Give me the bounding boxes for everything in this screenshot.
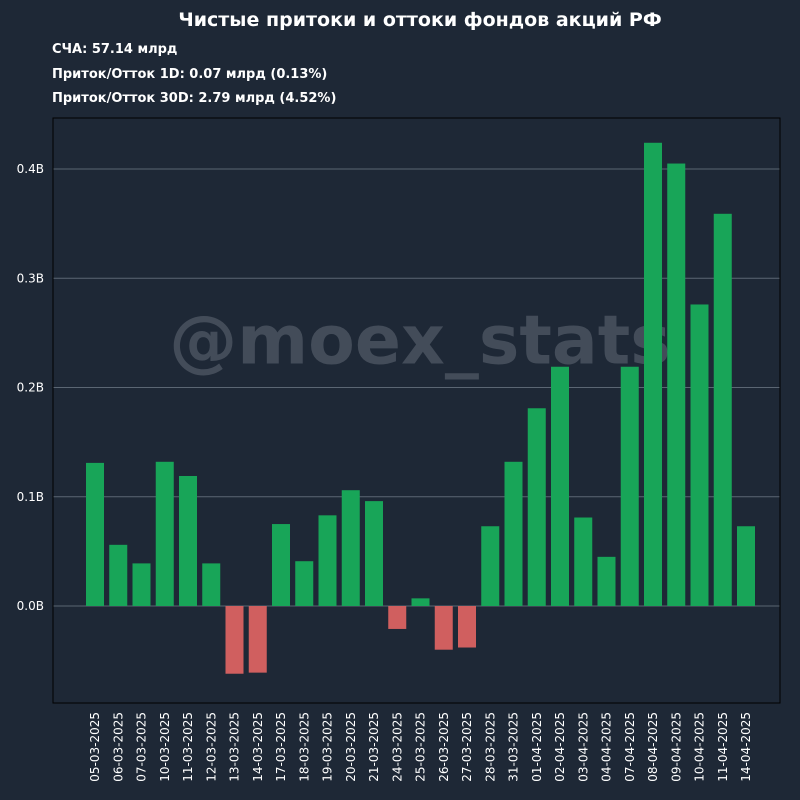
bar-20-03-2025 — [341, 490, 360, 606]
y-axis-ticks: 0.0B 0.1B 0.2B 0.3B 0.4B — [17, 162, 44, 613]
bar-01-04-2025 — [527, 408, 546, 606]
bar-04-04-2025 — [597, 556, 616, 606]
x-tick-label: 07-04-2025 — [623, 712, 637, 782]
x-tick-label: 12-03-2025 — [204, 712, 218, 782]
x-tick-label: 19-03-2025 — [321, 712, 335, 782]
bar-09-04-2025 — [667, 163, 686, 606]
x-tick-label: 21-03-2025 — [367, 712, 381, 782]
y-tick-label: 0.4B — [17, 162, 44, 176]
bar-07-03-2025 — [132, 563, 151, 606]
bar-31-03-2025 — [504, 461, 523, 606]
x-tick-label: 08-04-2025 — [646, 712, 660, 782]
bar-19-03-2025 — [318, 515, 337, 606]
x-tick-label: 24-03-2025 — [390, 712, 404, 782]
bar-21-03-2025 — [365, 501, 383, 606]
x-tick-label: 28-03-2025 — [483, 712, 497, 782]
x-tick-label: 11-04-2025 — [716, 712, 730, 782]
bar-18-03-2025 — [295, 561, 314, 606]
flow-1d-label: Приток/Отток 1D: 0.07 млрд (0.13%) — [52, 67, 328, 82]
y-tick-label: 0.1B — [17, 490, 44, 504]
bar-28-03-2025 — [481, 526, 500, 606]
bar-27-03-2025 — [458, 606, 476, 648]
x-tick-label: 18-03-2025 — [297, 712, 311, 782]
bar-06-03-2025 — [109, 544, 128, 606]
x-tick-label: 13-03-2025 — [228, 712, 242, 782]
watermark: @moex_stats — [169, 302, 670, 381]
bar-07-04-2025 — [620, 366, 639, 606]
x-tick-label: 11-03-2025 — [181, 712, 195, 782]
x-tick-label: 14-04-2025 — [739, 712, 753, 782]
bar-08-04-2025 — [644, 142, 662, 606]
bar-11-03-2025 — [179, 475, 197, 606]
bar-17-03-2025 — [272, 524, 290, 606]
x-tick-label: 14-03-2025 — [251, 712, 265, 782]
flow-30d-label: Приток/Отток 30D: 2.79 млрд (4.52%) — [52, 91, 337, 106]
x-tick-label: 05-03-2025 — [88, 712, 102, 782]
x-tick-label: 06-03-2025 — [111, 712, 125, 782]
bar-05-03-2025 — [86, 462, 104, 606]
y-tick-label: 0.0B — [17, 599, 44, 613]
bar-12-03-2025 — [202, 563, 221, 606]
x-tick-label: 02-04-2025 — [553, 712, 567, 782]
x-tick-label: 04-04-2025 — [600, 712, 614, 782]
x-tick-label: 27-03-2025 — [460, 712, 474, 782]
x-axis-ticks: 05-03-2025 06-03-2025 07-03-2025 10-03-2025… — [88, 712, 753, 782]
x-tick-label: 03-04-2025 — [576, 712, 590, 782]
bar-14-04-2025 — [737, 526, 755, 606]
plot-frame — [52, 117, 781, 704]
x-tick-label: 25-03-2025 — [414, 712, 428, 782]
bar-14-03-2025 — [248, 606, 267, 673]
bar-03-04-2025 — [574, 517, 593, 606]
bar-11-04-2025 — [713, 213, 732, 607]
bar-13-03-2025 — [225, 606, 244, 674]
x-tick-label: 07-03-2025 — [135, 712, 149, 782]
x-tick-label: 09-04-2025 — [669, 712, 683, 782]
y-tick-label: 0.3B — [17, 271, 44, 285]
chart-title: Чистые притоки и оттоки фондов акций РФ — [178, 9, 662, 31]
x-tick-label: 10-04-2025 — [693, 712, 707, 782]
x-tick-label: 17-03-2025 — [274, 712, 288, 782]
bars — [86, 142, 755, 674]
x-tick-label: 10-03-2025 — [158, 712, 172, 782]
x-tick-label: 01-04-2025 — [530, 712, 544, 782]
x-tick-label: 31-03-2025 — [507, 712, 521, 782]
x-tick-label: 20-03-2025 — [344, 712, 358, 782]
bar-10-04-2025 — [690, 304, 709, 606]
bar-26-03-2025 — [434, 606, 453, 650]
bar-10-03-2025 — [155, 461, 174, 606]
x-tick-label: 26-03-2025 — [437, 712, 451, 782]
bar-25-03-2025 — [411, 598, 430, 606]
bar-02-04-2025 — [551, 366, 569, 606]
y-tick-label: 0.2B — [17, 381, 44, 395]
bar-24-03-2025 — [388, 606, 407, 629]
nav-total-label: СЧА: 57.14 млрд — [52, 42, 178, 57]
